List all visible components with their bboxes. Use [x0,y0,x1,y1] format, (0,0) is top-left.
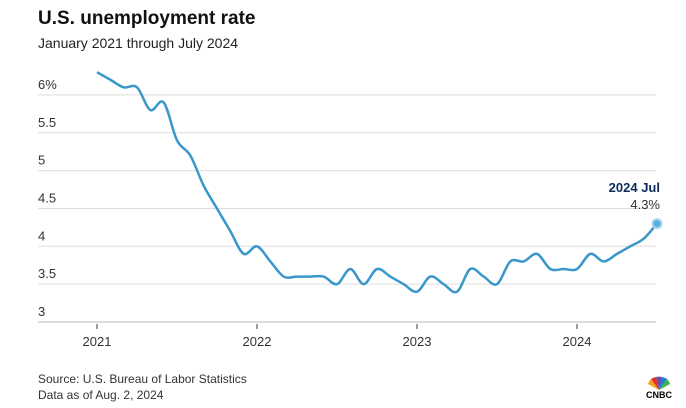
y-tick-label: 5 [38,153,45,168]
annotation-label: 2024 Jul [609,180,660,195]
annotation-value: 4.3% [630,197,660,212]
x-tick-label: 2021 [83,334,112,349]
chart-subtitle: January 2021 through July 2024 [38,35,239,51]
y-tick-label: 4 [38,228,45,243]
asof-note: Data as of Aug. 2, 2024 [38,388,164,402]
peacock-icon [648,376,670,390]
logo-text: CNBC [646,390,672,400]
y-tick-label: 4.5 [38,190,56,205]
x-tick-label: 2022 [243,334,272,349]
y-tick-label: 5.5 [38,115,56,130]
y-tick-label: 3 [38,304,45,319]
series-line [96,71,658,294]
cnbc-logo: CNBC [646,376,672,400]
x-tick-label: 2023 [403,334,432,349]
source-note: Source: U.S. Bureau of Labor Statistics [38,372,247,386]
y-tick-label: 6% [38,77,57,92]
last-point-marker [651,218,663,230]
x-tick-label: 2024 [563,334,592,349]
y-tick-label: 3.5 [38,266,56,281]
chart-title: U.S. unemployment rate [38,8,256,29]
